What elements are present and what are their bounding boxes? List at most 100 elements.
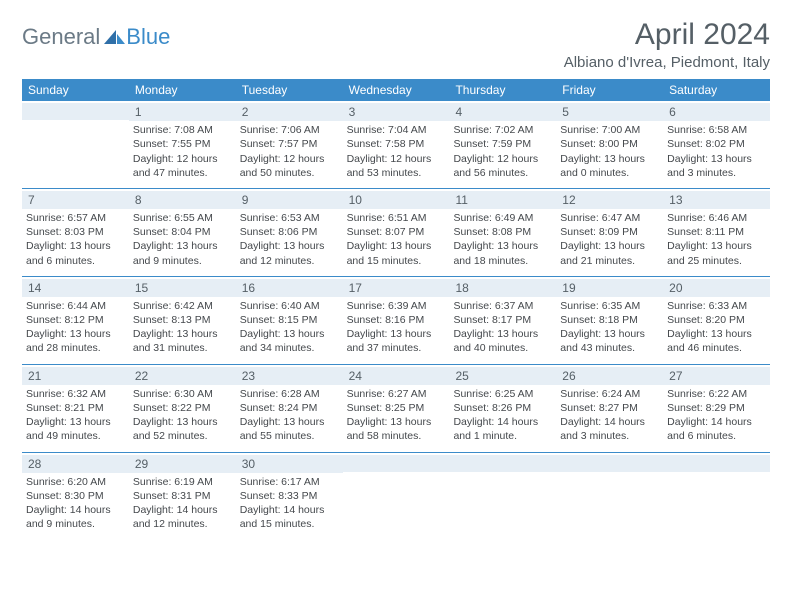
day-number: 20 [663, 279, 770, 297]
day-info-line: Sunset: 8:15 PM [240, 313, 339, 327]
day-info-line: Daylight: 13 hours and 34 minutes. [240, 327, 339, 355]
day-number: 2 [236, 103, 343, 121]
day-cell: 17Sunrise: 6:39 AMSunset: 8:16 PMDayligh… [343, 277, 450, 364]
day-cell: 13Sunrise: 6:46 AMSunset: 8:11 PMDayligh… [663, 189, 770, 276]
calendar-page: General Blue April 2024 Albiano d'Ivrea,… [0, 0, 792, 557]
day-info-line: Sunrise: 6:17 AM [240, 475, 339, 489]
day-info-line: Daylight: 12 hours and 56 minutes. [453, 152, 552, 180]
day-info-line: Daylight: 13 hours and 3 minutes. [667, 152, 766, 180]
day-number [663, 455, 770, 472]
day-info-line: Daylight: 14 hours and 12 minutes. [133, 503, 232, 531]
day-cell [343, 453, 450, 540]
location-text: Albiano d'Ivrea, Piedmont, Italy [564, 54, 770, 71]
day-info-line: Daylight: 14 hours and 15 minutes. [240, 503, 339, 531]
day-number: 4 [449, 103, 556, 121]
day-info-line: Daylight: 13 hours and 43 minutes. [560, 327, 659, 355]
day-header-cell: Tuesday [236, 79, 343, 101]
day-info-line: Daylight: 13 hours and 9 minutes. [133, 239, 232, 267]
day-info-line: Sunrise: 6:49 AM [453, 211, 552, 225]
day-info-line: Sunset: 8:25 PM [347, 401, 446, 415]
day-info-line: Sunset: 8:30 PM [26, 489, 125, 503]
day-info-line: Daylight: 13 hours and 31 minutes. [133, 327, 232, 355]
day-info-line: Sunset: 8:12 PM [26, 313, 125, 327]
day-number: 21 [22, 367, 129, 385]
day-number: 19 [556, 279, 663, 297]
day-number: 12 [556, 191, 663, 209]
day-cell: 3Sunrise: 7:04 AMSunset: 7:58 PMDaylight… [343, 101, 450, 188]
day-info-line: Daylight: 13 hours and 46 minutes. [667, 327, 766, 355]
day-number: 30 [236, 455, 343, 473]
header: General Blue April 2024 Albiano d'Ivrea,… [22, 18, 770, 71]
day-info-line: Sunrise: 6:44 AM [26, 299, 125, 313]
day-info-line: Sunrise: 6:42 AM [133, 299, 232, 313]
day-number: 23 [236, 367, 343, 385]
day-cell: 29Sunrise: 6:19 AMSunset: 8:31 PMDayligh… [129, 453, 236, 540]
day-info-line: Sunset: 8:26 PM [453, 401, 552, 415]
day-header-cell: Thursday [449, 79, 556, 101]
day-number: 29 [129, 455, 236, 473]
day-number: 11 [449, 191, 556, 209]
day-info-line: Daylight: 13 hours and 40 minutes. [453, 327, 552, 355]
day-info-line: Sunrise: 7:06 AM [240, 123, 339, 137]
day-info-line: Sunrise: 6:46 AM [667, 211, 766, 225]
day-cell: 27Sunrise: 6:22 AMSunset: 8:29 PMDayligh… [663, 365, 770, 452]
day-info-line: Sunset: 8:33 PM [240, 489, 339, 503]
day-header-cell: Sunday [22, 79, 129, 101]
day-number: 28 [22, 455, 129, 473]
day-info-line: Daylight: 13 hours and 58 minutes. [347, 415, 446, 443]
day-header-cell: Friday [556, 79, 663, 101]
day-info-line: Sunset: 8:04 PM [133, 225, 232, 239]
day-info-line: Sunset: 8:18 PM [560, 313, 659, 327]
day-info-line: Sunrise: 7:02 AM [453, 123, 552, 137]
day-info-line: Daylight: 14 hours and 3 minutes. [560, 415, 659, 443]
day-info-line: Sunset: 8:17 PM [453, 313, 552, 327]
week-row: 28Sunrise: 6:20 AMSunset: 8:30 PMDayligh… [22, 453, 770, 540]
day-number: 1 [129, 103, 236, 121]
day-info-line: Sunset: 8:22 PM [133, 401, 232, 415]
day-cell: 24Sunrise: 6:27 AMSunset: 8:25 PMDayligh… [343, 365, 450, 452]
day-info-line: Daylight: 13 hours and 18 minutes. [453, 239, 552, 267]
day-info-line: Sunrise: 6:22 AM [667, 387, 766, 401]
day-number [449, 455, 556, 472]
month-title: April 2024 [564, 18, 770, 52]
day-info-line: Daylight: 12 hours and 50 minutes. [240, 152, 339, 180]
day-info-line: Sunset: 8:31 PM [133, 489, 232, 503]
day-info-line: Sunset: 8:06 PM [240, 225, 339, 239]
weeks-container: 1Sunrise: 7:08 AMSunset: 7:55 PMDaylight… [22, 101, 770, 539]
day-info-line: Sunrise: 6:51 AM [347, 211, 446, 225]
day-info-line: Sunset: 8:27 PM [560, 401, 659, 415]
day-info-line: Sunrise: 6:58 AM [667, 123, 766, 137]
day-info-line: Sunrise: 6:32 AM [26, 387, 125, 401]
week-row: 1Sunrise: 7:08 AMSunset: 7:55 PMDaylight… [22, 101, 770, 189]
day-info-line: Sunrise: 7:08 AM [133, 123, 232, 137]
day-cell: 1Sunrise: 7:08 AMSunset: 7:55 PMDaylight… [129, 101, 236, 188]
logo: General Blue [22, 24, 170, 50]
day-cell: 30 Sunrise: 6:17 AMSunset: 8:33 PMDayligh… [236, 453, 343, 540]
day-info-line: Daylight: 13 hours and 0 minutes. [560, 152, 659, 180]
day-info-line: Daylight: 13 hours and 28 minutes. [26, 327, 125, 355]
day-info-line: Sunrise: 7:04 AM [347, 123, 446, 137]
title-block: April 2024 Albiano d'Ivrea, Piedmont, It… [564, 18, 770, 71]
day-info-line: Sunrise: 6:33 AM [667, 299, 766, 313]
day-number: 8 [129, 191, 236, 209]
day-info-line: Sunset: 8:08 PM [453, 225, 552, 239]
day-cell: 14Sunrise: 6:44 AMSunset: 8:12 PMDayligh… [22, 277, 129, 364]
week-row: 14Sunrise: 6:44 AMSunset: 8:12 PMDayligh… [22, 277, 770, 365]
week-row: 7Sunrise: 6:57 AMSunset: 8:03 PMDaylight… [22, 189, 770, 277]
day-number [22, 103, 129, 120]
day-number: 25 [449, 367, 556, 385]
day-cell: 20Sunrise: 6:33 AMSunset: 8:20 PMDayligh… [663, 277, 770, 364]
day-number [343, 455, 450, 472]
day-info-line: Daylight: 13 hours and 12 minutes. [240, 239, 339, 267]
day-info-line: Daylight: 14 hours and 1 minute. [453, 415, 552, 443]
day-info-line: Sunset: 7:58 PM [347, 137, 446, 151]
logo-text-general: General [22, 24, 100, 50]
day-cell: 16Sunrise: 6:40 AMSunset: 8:15 PMDayligh… [236, 277, 343, 364]
day-cell [449, 453, 556, 540]
day-number: 27 [663, 367, 770, 385]
day-number: 7 [22, 191, 129, 209]
day-info-line: Daylight: 12 hours and 53 minutes. [347, 152, 446, 180]
day-number: 6 [663, 103, 770, 121]
day-number: 5 [556, 103, 663, 121]
day-number: 9 [236, 191, 343, 209]
